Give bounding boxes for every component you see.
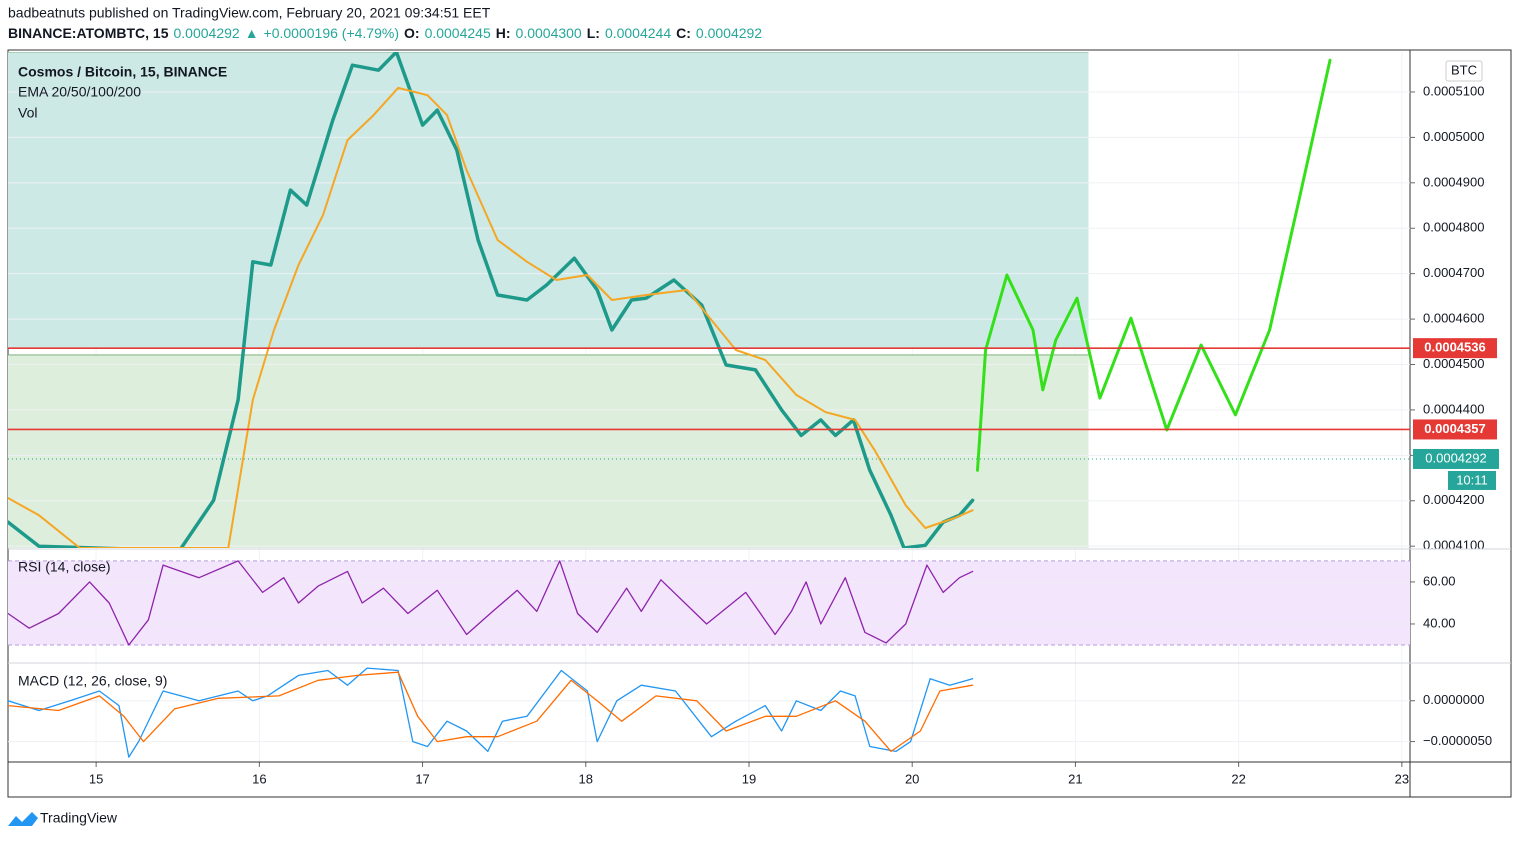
pane-title: RSI (14, close) bbox=[18, 559, 111, 575]
ticker-part: C: bbox=[676, 25, 691, 41]
y-tick-label: 0.0005100 bbox=[1423, 83, 1484, 98]
ticker-part: 0.0004245 bbox=[425, 25, 491, 41]
x-tick-label: 23 bbox=[1395, 771, 1409, 786]
series-line bbox=[8, 560, 974, 646]
x-tick-label: 21 bbox=[1068, 771, 1082, 786]
indicator-label: EMA 20/50/100/200 bbox=[18, 84, 141, 100]
ticker-part: O: bbox=[404, 25, 420, 41]
pane-title: MACD (12, 26, close, 9) bbox=[18, 673, 167, 689]
x-tick-label: 20 bbox=[905, 771, 919, 786]
y-tick-label: 0.0004100 bbox=[1423, 538, 1484, 553]
y-tick-label: 40.00 bbox=[1423, 615, 1456, 630]
unit: BTC bbox=[1451, 62, 1477, 77]
x-tick-label: 16 bbox=[252, 771, 266, 786]
pane bbox=[8, 560, 1410, 646]
y-tick-label: −0.0000050 bbox=[1423, 733, 1492, 748]
countdown: 10:11 bbox=[1456, 472, 1488, 487]
unit-box bbox=[1445, 60, 1483, 82]
ticker-line: BINANCE:ATOMBTC, 15 0.0004292 ▲ +0.0000196 … bbox=[8, 25, 762, 41]
ticker-part: BINANCE:ATOMBTC, 15 bbox=[8, 25, 169, 41]
countdown-box bbox=[1448, 470, 1496, 490]
series-line bbox=[8, 671, 974, 753]
y-tick-label: 0.0005000 bbox=[1423, 129, 1484, 144]
y-tick-label: 0.0004200 bbox=[1423, 492, 1484, 507]
brand: TradingView bbox=[40, 810, 118, 826]
y-tick-label: 60.00 bbox=[1423, 573, 1456, 588]
y-tick-label: 0.0004400 bbox=[1423, 401, 1484, 416]
zone bbox=[8, 52, 1089, 349]
ticker-part: 0.0004292 bbox=[174, 25, 240, 41]
series-line bbox=[8, 86, 974, 548]
ticker-part: 0.0004244 bbox=[605, 25, 671, 41]
current-label: 0.0004292 bbox=[1425, 450, 1486, 465]
ticker-part: 0.0004292 bbox=[696, 25, 762, 41]
level-label-box bbox=[1413, 419, 1497, 440]
y-tick-label: 0.0004600 bbox=[1423, 311, 1484, 326]
y-tick-label: 0.0000000 bbox=[1423, 692, 1484, 707]
level-label-box bbox=[1413, 338, 1497, 359]
level-label: 0.0004536 bbox=[1424, 340, 1485, 355]
indicator-label: Vol bbox=[18, 105, 37, 121]
publisher: badbeatnuts published on TradingView.com… bbox=[8, 5, 491, 21]
rsi-band bbox=[8, 560, 1410, 645]
ticker-part: +0.0000196 (+4.79%) bbox=[264, 25, 399, 41]
current-label-box bbox=[1413, 448, 1499, 469]
ticker-part: L: bbox=[587, 25, 600, 41]
logo bbox=[8, 812, 38, 826]
series-line bbox=[976, 58, 1332, 472]
pane-title: Cosmos / Bitcoin, 15, BINANCE bbox=[18, 64, 227, 80]
x-tick-label: 22 bbox=[1231, 771, 1245, 786]
pane bbox=[8, 52, 1410, 548]
ticker-part: H: bbox=[496, 25, 511, 41]
x-tick-label: 17 bbox=[415, 771, 429, 786]
y-tick-label: 0.0004900 bbox=[1423, 174, 1484, 189]
ticker-part: 0.0004300 bbox=[516, 25, 582, 41]
x-tick-label: 15 bbox=[89, 771, 103, 786]
y-tick-label: 0.0004700 bbox=[1423, 265, 1484, 280]
x-tick-label: 19 bbox=[742, 771, 756, 786]
pane bbox=[8, 667, 1410, 758]
series-line bbox=[8, 52, 975, 548]
y-tick-label: 0.0004800 bbox=[1423, 220, 1484, 235]
zone bbox=[8, 354, 1089, 548]
y-tick-label: 0.0004500 bbox=[1423, 356, 1484, 371]
level-label: 0.0004357 bbox=[1424, 421, 1485, 436]
x-tick-label: 18 bbox=[579, 771, 593, 786]
ticker-part: ▲ bbox=[245, 25, 259, 41]
